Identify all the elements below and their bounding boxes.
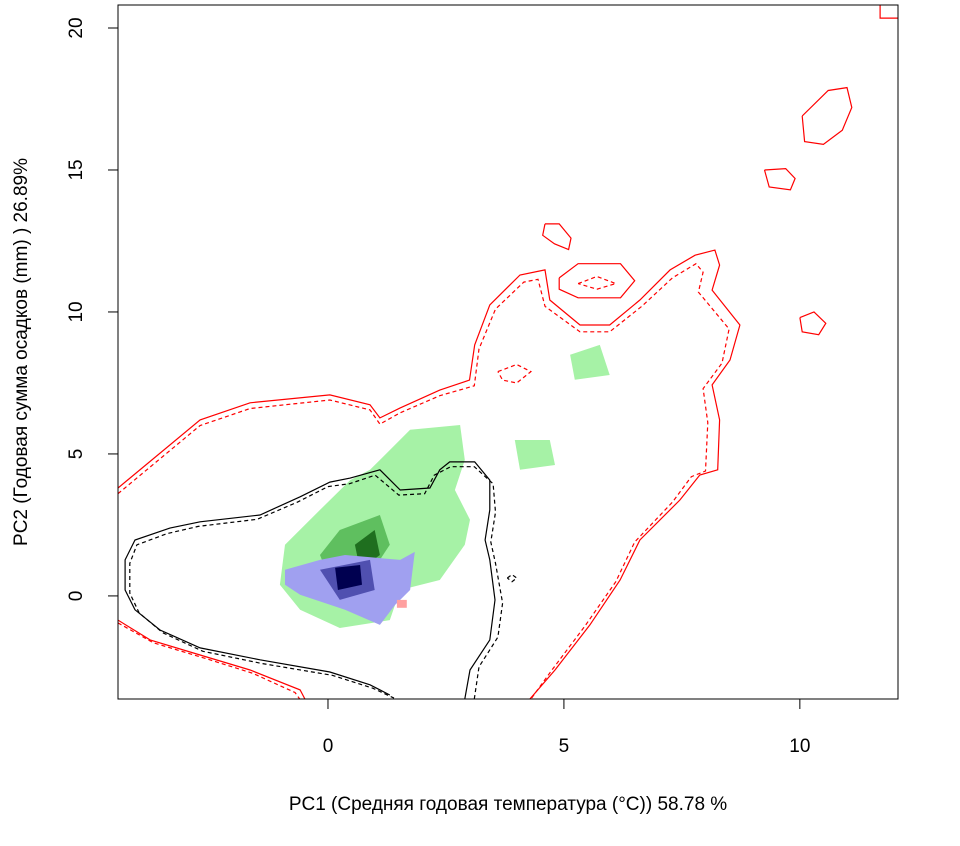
- contour-line: [558, 263, 636, 299]
- x-axis-label: PC1 (Средняя годовая температура (°C)) 5…: [289, 794, 727, 815]
- plot-area: [118, 5, 898, 699]
- contour-line: [124, 461, 496, 699]
- contour-line: [542, 223, 572, 251]
- density-region: [396, 599, 407, 608]
- plot-frame: [117, 4, 899, 700]
- contour-line: [577, 275, 618, 290]
- x-tick-label: 0: [323, 736, 334, 757]
- contour-line: [118, 249, 741, 699]
- x-tick-label: 5: [559, 736, 570, 757]
- y-tick-label: 20: [66, 17, 87, 38]
- contour-line: [506, 573, 518, 583]
- density-region: [514, 440, 555, 470]
- contour-line: [118, 619, 306, 699]
- y-axis-label: PC2 (Годовая сумма осадков (mm) ) 26.89%: [11, 158, 32, 546]
- contour-line: [118, 262, 730, 699]
- y-tick-label: 15: [66, 159, 87, 180]
- density-region: [570, 344, 610, 380]
- y-tick-label: 0: [66, 591, 87, 602]
- contour-line: [118, 622, 301, 699]
- contour-line: [801, 86, 853, 146]
- y-tick-label: 5: [66, 449, 87, 460]
- contour-line: [879, 5, 898, 19]
- contour-line: [497, 363, 533, 384]
- density-region: [335, 565, 362, 590]
- x-tick-label: 10: [789, 736, 810, 757]
- contour-line: [799, 311, 827, 336]
- y-tick-label: 10: [66, 301, 87, 322]
- contour-line: [763, 167, 796, 191]
- contour-line: [129, 466, 504, 699]
